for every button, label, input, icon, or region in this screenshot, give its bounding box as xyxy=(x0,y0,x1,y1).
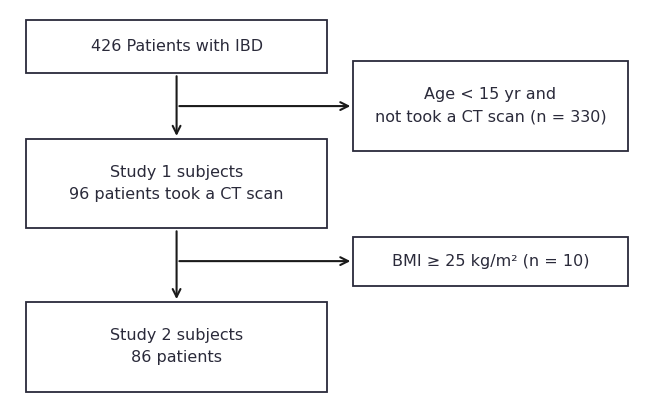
Text: Study 1 subjects
96 patients took a CT scan: Study 1 subjects 96 patients took a CT s… xyxy=(69,165,284,202)
FancyBboxPatch shape xyxy=(26,139,327,228)
Text: 426 Patients with IBD: 426 Patients with IBD xyxy=(90,40,263,54)
Text: Age < 15 yr and
not took a CT scan (n = 330): Age < 15 yr and not took a CT scan (n = … xyxy=(375,87,606,125)
FancyBboxPatch shape xyxy=(353,237,628,286)
FancyBboxPatch shape xyxy=(26,302,327,392)
FancyBboxPatch shape xyxy=(353,61,628,151)
Text: Study 2 subjects
86 patients: Study 2 subjects 86 patients xyxy=(110,328,243,366)
FancyBboxPatch shape xyxy=(26,20,327,73)
Text: BMI ≥ 25 kg/m² (n = 10): BMI ≥ 25 kg/m² (n = 10) xyxy=(392,254,589,268)
